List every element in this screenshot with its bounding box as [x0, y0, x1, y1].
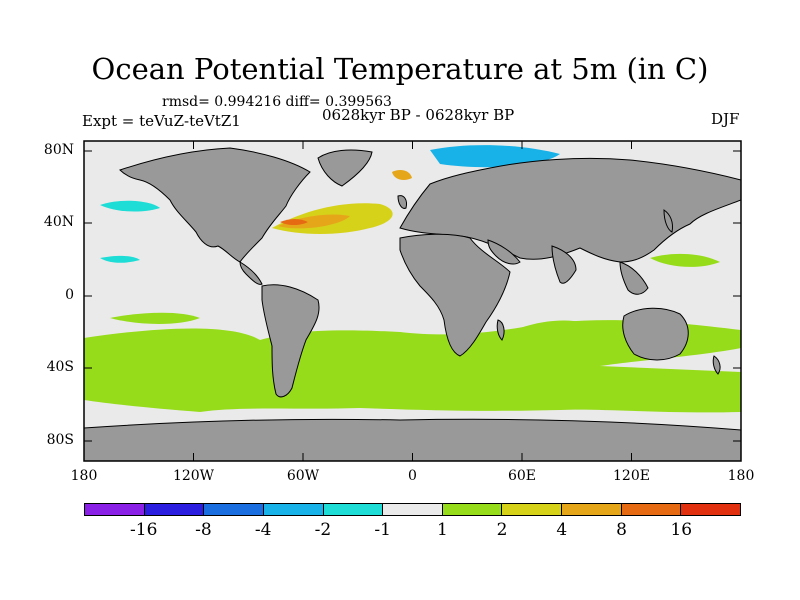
x-tick-label: 60W — [286, 468, 320, 484]
colorbar-label: 4 — [556, 520, 568, 540]
colorbar-label: 2 — [496, 520, 508, 540]
colorbar-swatch — [85, 504, 145, 515]
africa-land — [399, 233, 511, 357]
x-tick-label: 120W — [172, 468, 215, 484]
colorbar-swatch — [383, 504, 443, 515]
colorbar — [84, 503, 741, 516]
colorbar-swatch — [681, 504, 741, 515]
north-america-land — [119, 147, 311, 263]
colorbar-swatch — [204, 504, 264, 515]
colorbar-swatch — [621, 504, 682, 515]
pacific-south-warm — [110, 312, 200, 324]
madagascar-land — [496, 319, 505, 341]
europe-asia-land — [399, 157, 741, 263]
southeast-asia-land — [619, 261, 649, 295]
colorbar-label: -1 — [374, 520, 391, 540]
colorbar-swatch — [442, 504, 503, 515]
y-tick-label: 0 — [65, 287, 74, 303]
x-tick-label: 0 — [408, 468, 417, 484]
pacific-cold — [100, 200, 160, 212]
southern-ocean-warm-band — [84, 320, 741, 413]
x-tick-label: 180 — [70, 468, 98, 484]
colorbar-swatch — [562, 504, 622, 515]
colorbar-label: 16 — [670, 520, 693, 540]
period-label: 0628kyr BP - 0628kyr BP — [322, 106, 515, 124]
greenland-land — [317, 149, 373, 187]
x-tick-label: 120E — [613, 468, 650, 484]
colorbar-label: -4 — [254, 520, 272, 540]
colorbar-swatch — [144, 504, 205, 515]
y-tick-label: 80S — [46, 432, 74, 448]
colorbar-label: -8 — [195, 520, 212, 540]
new-zealand-land — [712, 355, 721, 375]
tick-marks — [84, 141, 741, 461]
y-tick-label: 40S — [46, 359, 74, 375]
stats-label: rmsd= 0.994216 diff= 0.399563 — [162, 94, 392, 110]
colorbar-label: 8 — [616, 520, 627, 540]
colorbar-swatch — [323, 504, 384, 515]
south-america-land — [261, 284, 320, 398]
uk-land — [397, 195, 407, 209]
australia-land — [622, 307, 689, 361]
x-tick-label: 60E — [507, 468, 537, 484]
experiment-label: Expt = teVuZ-teVtZ1 — [82, 112, 241, 130]
antarctica-land — [84, 418, 741, 461]
chart-title: Ocean Potential Temperature at 5m (in C) — [91, 52, 709, 86]
x-tick-label: 180 — [727, 468, 755, 484]
central-america-land — [239, 261, 263, 285]
y-tick-label: 40N — [43, 214, 74, 230]
west-pacific-warm — [650, 253, 720, 267]
y-tick-label: 80N — [43, 142, 74, 158]
japan-land — [663, 209, 673, 233]
indian-ocean-warm — [520, 320, 600, 334]
colorbar-label: -2 — [314, 520, 332, 540]
nordic-warm — [392, 170, 412, 180]
colorbar-label: -16 — [130, 520, 158, 540]
india-land — [551, 245, 577, 284]
land-masses — [84, 147, 741, 461]
colorbar-swatch — [502, 504, 563, 515]
arabia-land — [487, 239, 521, 265]
colorbar-swatch — [263, 504, 324, 515]
colorbar-label: 1 — [436, 520, 448, 540]
gulf-stream-hot — [280, 219, 308, 225]
tropical-pacific-cold — [100, 255, 140, 263]
season-label: DJF — [711, 110, 740, 128]
